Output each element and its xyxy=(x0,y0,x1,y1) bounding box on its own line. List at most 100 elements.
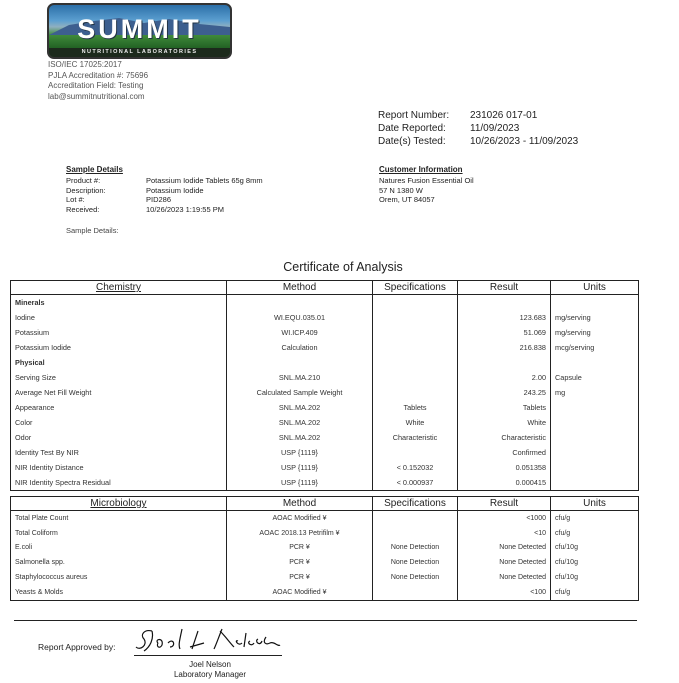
table-cell: Characteristic xyxy=(457,430,551,445)
column-header: Specifications xyxy=(372,280,458,295)
dates-tested: 10/26/2023 - 11/09/2023 xyxy=(470,136,579,147)
table-row: Total Coliform AOAC 2018.13 Petrifilm ¥ <1… xyxy=(10,525,639,541)
table-cell xyxy=(372,340,458,355)
table-cell: <10 xyxy=(457,525,551,541)
table-row: Identity Test By NIR USP {1119} Confirmed xyxy=(10,445,639,460)
table-cell: NIR Identity Spectra Residual xyxy=(10,475,227,491)
table-cell: Potassium xyxy=(10,325,227,340)
sample-key: Received: xyxy=(66,204,100,214)
table-cell: < 0.000937 xyxy=(372,475,458,491)
table-cell: None Detection xyxy=(372,570,458,585)
report-number-label: Report Number: xyxy=(378,110,450,121)
table-cell: Salmonella spp. xyxy=(10,555,227,571)
table-cell: None Detected xyxy=(457,540,551,556)
table-cell: PCR ¥ xyxy=(226,540,373,556)
table-cell xyxy=(550,415,639,430)
table-cell: 0.051358 xyxy=(457,460,551,475)
divider xyxy=(14,620,637,621)
column-header: Result xyxy=(457,496,551,511)
table-cell: SNL.MA.202 xyxy=(226,430,373,445)
table-cell xyxy=(550,475,639,491)
report-number: 231026 017-01 xyxy=(470,110,538,121)
sample-key: Product #: xyxy=(66,176,101,185)
report-info: Report Number: 231026 017-01 Date Reporte… xyxy=(378,109,578,148)
table-cell: USP {1119} xyxy=(226,445,373,460)
table-cell: USP {1119} xyxy=(226,475,373,491)
table-cell: Calculation xyxy=(226,340,373,355)
table-cell: Confirmed xyxy=(457,445,551,460)
table-cell: WI.ICP.409 xyxy=(226,325,373,340)
table-cell: Color xyxy=(10,415,227,430)
table-cell: AOAC Modified ¥ xyxy=(226,510,373,526)
table-cell: Odor xyxy=(10,430,227,445)
table-cell: White xyxy=(372,415,458,430)
iso-line: ISO/IEC 17025:2017 xyxy=(48,60,122,69)
table-row: Staphylococcus aureus PCR ¥ None Detection… xyxy=(10,570,639,585)
summit-logo: SUMMIT NUTRITIONAL LABORATORIES xyxy=(47,3,232,59)
table-row: Potassium Iodide Calculation 216.838 mcg/se… xyxy=(10,340,639,355)
table-cell: 0.000415 xyxy=(457,475,551,491)
table-row: Yeasts & Molds AOAC Modified ¥ <100 cfu/g xyxy=(10,584,639,601)
table-cell: Capsule xyxy=(550,370,639,385)
table-cell xyxy=(372,325,458,340)
sample-details: Sample Details Product #: Potassium Iodid… xyxy=(66,165,263,236)
table-row: Serving Size SNL.MA.210 2.00 Capsule xyxy=(10,370,639,385)
table-cell xyxy=(550,430,639,445)
table-cell: SNL.MA.210 xyxy=(226,370,373,385)
date-reported: 11/09/2023 xyxy=(470,123,520,134)
sample-value: Potassium Iodide Tablets 65g 8mm xyxy=(146,176,263,185)
table-row: NIR Identity Distance USP {1119} < 0.15203… xyxy=(10,460,639,475)
table-cell: AOAC 2018.13 Petrifilm ¥ xyxy=(226,525,373,541)
sample-value: PID286 xyxy=(146,195,172,204)
table-cell xyxy=(372,584,458,601)
chemistry-table: Chemistry Method Specifications Result Units… xyxy=(10,280,639,491)
date-reported-label: Date Reported: xyxy=(378,123,446,134)
table-cell: Yeasts & Molds xyxy=(10,584,227,601)
sample-row: Product #: Potassium Iodide Tablets 65g 8… xyxy=(66,176,263,186)
table-cell: PCR ¥ xyxy=(226,570,373,585)
table-cell: Appearance xyxy=(10,400,227,415)
logo-word: SUMMIT xyxy=(77,14,202,44)
table-cell: WI.EQU.035.01 xyxy=(226,310,373,325)
table-cell xyxy=(372,445,458,460)
table-cell: Total Coliform xyxy=(10,525,227,541)
group-label: Minerals xyxy=(10,294,227,310)
table-cell: <1000 xyxy=(457,510,551,526)
table-cell: White xyxy=(457,415,551,430)
table-cell: Characteristic xyxy=(372,430,458,445)
table-cell: mcg/serving xyxy=(550,340,639,355)
column-header: Method xyxy=(226,280,373,295)
table-cell: cfu/10g xyxy=(550,555,639,571)
table-cell: mg/serving xyxy=(550,325,639,340)
table-cell: SNL.MA.202 xyxy=(226,400,373,415)
table-cell xyxy=(372,525,458,541)
table-row: Salmonella spp. PCR ¥ None Detection None D… xyxy=(10,555,639,571)
pjla-line: PJLA Accreditation #: 75696 xyxy=(48,70,149,80)
sample-key: Lot #: xyxy=(66,195,85,204)
table-cell: E.coli xyxy=(10,540,227,556)
accreditation-info: ISO/IEC 17025:2017 PJLA Accreditation #:… xyxy=(48,60,148,102)
table-cell: Potassium Iodide xyxy=(10,340,227,355)
table-cell: AOAC Modified ¥ xyxy=(226,584,373,601)
dates-tested-label: Date(s) Tested: xyxy=(378,136,446,147)
approver-name: Joel Nelson xyxy=(189,660,231,669)
table-cell: Tablets xyxy=(372,400,458,415)
table-cell: cfu/10g xyxy=(550,540,639,556)
customer-street: 57 N 1380 W xyxy=(379,185,423,195)
table-cell: PCR ¥ xyxy=(226,555,373,571)
column-header: Specifications xyxy=(372,496,458,511)
table-cell: Identity Test By NIR xyxy=(10,445,227,460)
table-cell: < 0.152032 xyxy=(372,460,458,475)
table-row: Odor SNL.MA.202 Characteristic Characterist… xyxy=(10,430,639,445)
sample-value: 10/26/2023 1:19:55 PM xyxy=(146,204,224,214)
table-row: Color SNL.MA.202 White White xyxy=(10,415,639,430)
group-row: Physical xyxy=(10,355,639,370)
table-cell xyxy=(372,385,458,400)
column-header: Method xyxy=(226,496,373,511)
column-header: Units xyxy=(550,280,639,295)
sample-details-label: Sample Details: xyxy=(66,226,119,235)
sample-value: Potassium Iodide xyxy=(146,185,204,195)
table-row: Potassium WI.ICP.409 51.069 mg/serving xyxy=(10,325,639,340)
table-cell xyxy=(372,310,458,325)
